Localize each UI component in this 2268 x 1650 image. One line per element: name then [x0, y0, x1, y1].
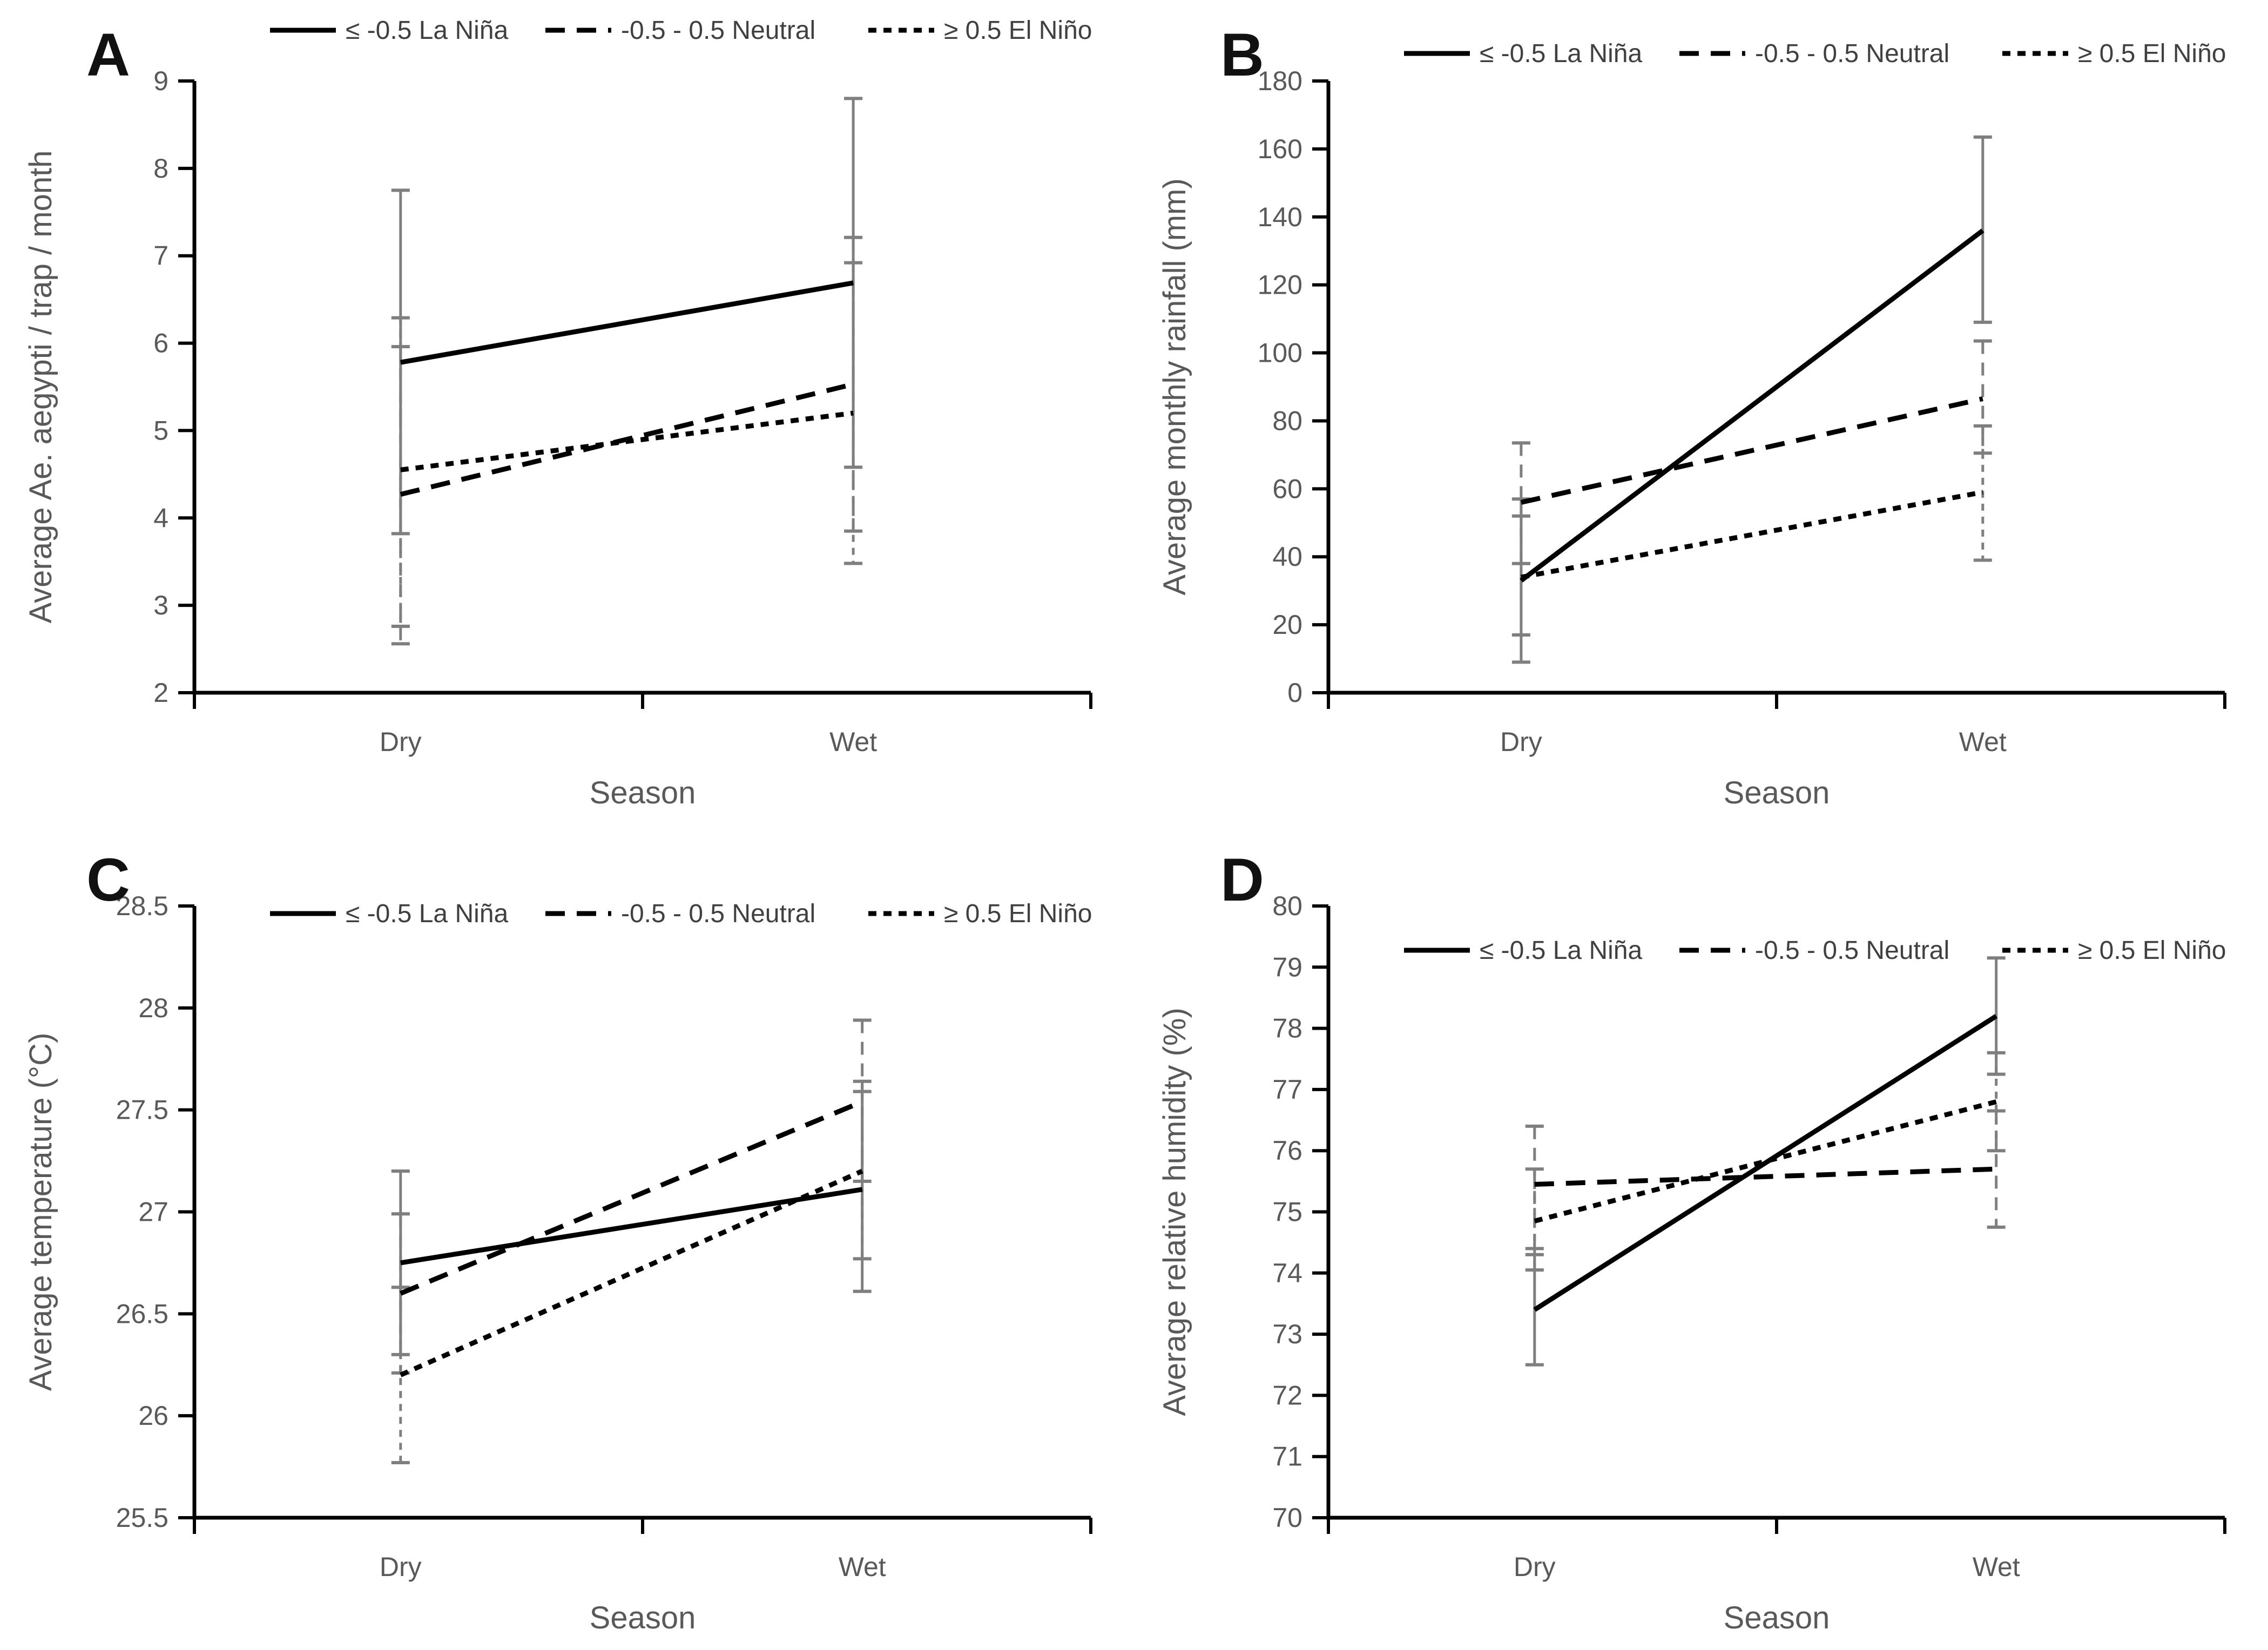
series-line: [400, 1187, 863, 1266]
y-tick-label: 0: [1287, 678, 1302, 708]
x-category-label: Wet: [1973, 1552, 2020, 1582]
y-tick-label: 60: [1272, 474, 1302, 504]
series-line: [1534, 1166, 1996, 1187]
y-tick-label: 2: [153, 678, 168, 708]
axes: [192, 906, 1091, 1520]
y-tick-label: 71: [1272, 1442, 1302, 1472]
y-tick-label: 120: [1258, 270, 1302, 300]
legend-label: ≤ -0.5 La Niña: [1480, 936, 1642, 965]
panel-c-chart: 25.5 26 26.5 27 27.5 28 28.5 Dry Wet Season Averag…: [23, 846, 1092, 1635]
y-tick-label: 180: [1258, 66, 1302, 96]
y-tick-label: 73: [1272, 1319, 1302, 1349]
panel-letter: A: [86, 21, 130, 89]
x-axis-title: Season: [590, 775, 696, 810]
panel-b-chart: 0 20 40 60 80 100 120 140 160 180 Dry Wet Season Aver…: [1157, 21, 2226, 810]
legend-label: ≥ 0.5 El Niño: [2078, 936, 2226, 965]
y-tick-label: 70: [1272, 1503, 1302, 1533]
panel-a: 2 3 4 5 6 7 8 9 Dry Wet Season Average Ae. aegypti …: [0, 0, 1134, 825]
panel-c: 25.5 26 26.5 27 27.5 28 28.5 Dry Wet Season Averag…: [0, 825, 1134, 1650]
y-axis-title: Average temperature (°C): [23, 1033, 58, 1391]
y-axis-title: Average relative humidity (%): [1157, 1007, 1192, 1416]
y-tick-label: 74: [1272, 1258, 1302, 1288]
y-tick-label: 40: [1272, 542, 1302, 572]
y-tick-label: 9: [153, 66, 168, 96]
legend-label: -0.5 - 0.5 Neutral: [1755, 936, 1949, 965]
y-tick-label: 26: [138, 1401, 168, 1431]
legend-label: ≤ -0.5 La Niña: [1480, 39, 1642, 68]
y-tick-label: 20: [1272, 610, 1302, 640]
y-tick-label: 77: [1272, 1074, 1302, 1105]
x-category-label: Dry: [1500, 727, 1542, 757]
x-category-label: Dry: [1514, 1552, 1556, 1582]
y-tick-label: 100: [1258, 338, 1302, 368]
legend-label: ≥ 0.5 El Niño: [944, 16, 1092, 45]
y-tick-label: 25.5: [116, 1503, 168, 1533]
x-category-label: Wet: [839, 1552, 886, 1582]
legend-label: -0.5 - 0.5 Neutral: [621, 16, 815, 45]
x-axis-title: Season: [590, 1600, 696, 1635]
y-tick-label: 26.5: [116, 1299, 168, 1329]
x-category-label: Dry: [380, 1552, 422, 1582]
y-tick-label: 3: [153, 590, 168, 620]
panel-letter: D: [1220, 846, 1264, 914]
x-category-label: Dry: [380, 727, 422, 757]
x-axis-title: Season: [1724, 775, 1830, 810]
series-line: [1533, 1014, 1998, 1312]
y-tick-label: 8: [153, 153, 168, 184]
series-line: [1520, 228, 1985, 583]
x-category-label: Wet: [1959, 727, 2007, 757]
series-line: [400, 382, 854, 497]
y-tick-label: 79: [1272, 952, 1302, 982]
series-line: [400, 280, 854, 365]
series-line: [1520, 396, 1983, 505]
legend-label: ≤ -0.5 La Niña: [346, 900, 508, 928]
legend-label: -0.5 - 0.5 Neutral: [621, 900, 815, 928]
x-category-label: Wet: [829, 727, 877, 757]
panel-d-chart: 70 71 72 73 74 75 76 77 78 79 80 Dry Wet Season Averag…: [1157, 846, 2226, 1635]
panel-d: 70 71 72 73 74 75 76 77 78 79 80 Dry Wet Season Averag…: [1134, 825, 2268, 1650]
y-tick-label: 6: [153, 328, 168, 359]
y-axis-title: Average monthly rainfall (mm): [1157, 178, 1192, 596]
y-tick-label: 76: [1272, 1135, 1302, 1166]
y-tick-label: 160: [1258, 134, 1302, 164]
x-axis-title: Season: [1724, 1600, 1830, 1635]
y-tick-label: 27.5: [116, 1095, 168, 1125]
series-line: [400, 1099, 863, 1296]
panel-b: 0 20 40 60 80 100 120 140 160 180 Dry Wet Season Aver…: [1134, 0, 2268, 825]
panel-a-chart: 2 3 4 5 6 7 8 9 Dry Wet Season Average Ae. aegypti …: [23, 16, 1092, 810]
panel-letter: C: [86, 846, 130, 914]
legend-label: ≥ 0.5 El Niño: [2078, 39, 2226, 68]
y-tick-label: 7: [153, 241, 168, 271]
y-axis-title: Average Ae. aegypti / trap / month: [23, 151, 58, 624]
y-tick-label: 28.5: [116, 891, 168, 921]
y-tick-label: 5: [153, 415, 168, 445]
y-tick-label: 28: [138, 993, 168, 1023]
y-tick-label: 72: [1272, 1380, 1302, 1410]
y-tick-label: 75: [1272, 1197, 1302, 1227]
y-tick-label: 80: [1272, 405, 1302, 436]
y-tick-label: 27: [138, 1197, 168, 1227]
y-tick-label: 80: [1272, 891, 1302, 921]
axes: [1326, 906, 2225, 1520]
y-tick-label: 4: [153, 503, 168, 533]
legend-label: ≥ 0.5 El Niño: [944, 900, 1092, 928]
legend-label: -0.5 - 0.5 Neutral: [1755, 39, 1949, 68]
panel-letter: B: [1220, 21, 1264, 89]
series-line: [1534, 1099, 1997, 1223]
y-tick-label: 78: [1272, 1013, 1302, 1044]
y-tick-label: 140: [1258, 202, 1302, 232]
series-line: [1521, 490, 1983, 580]
axes: [192, 81, 1091, 695]
legend-label: ≤ -0.5 La Niña: [346, 16, 508, 45]
